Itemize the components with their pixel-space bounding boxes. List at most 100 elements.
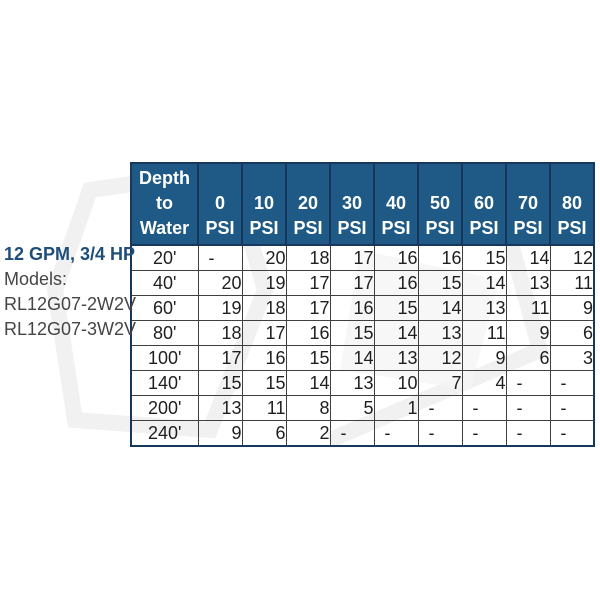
- psi-value-cell: 10: [373, 370, 419, 396]
- psi-value-cell: 9: [549, 295, 595, 321]
- psi-value-cell: 9: [197, 420, 243, 447]
- psi-value-cell: -: [505, 395, 551, 421]
- psi-value-label: 10: [253, 193, 275, 213]
- psi-value-label: 70: [517, 193, 539, 213]
- psi-column-header-30: 30 PSI: [329, 162, 375, 246]
- table-row: 100' 17 16 15 14 13 12 9 6 3: [130, 345, 595, 371]
- table-row: 60' 19 18 17 16 15 14 13 11 9: [130, 295, 595, 321]
- psi-column-header-70: 70 PSI: [505, 162, 551, 246]
- psi-value-cell: 9: [505, 320, 551, 346]
- psi-value-cell: 16: [373, 244, 419, 271]
- table-row: 140' 15 15 14 13 10 7 4- -: [130, 370, 595, 396]
- pump-spec-title: 12 GPM, 3/4 HP: [4, 244, 136, 264]
- psi-value-label: 30: [341, 193, 363, 213]
- psi-value-cell: 17: [197, 345, 243, 371]
- psi-column-header-80: 80 PSI: [549, 162, 595, 246]
- psi-value-cell: 13: [197, 395, 243, 421]
- model-number-1: RL12G07-2W2V: [4, 294, 137, 314]
- psi-value-cell: -: [505, 420, 551, 447]
- psi-value-cell: 11: [461, 320, 507, 346]
- psi-value-label: 60: [473, 193, 495, 213]
- psi-value-cell: 16: [241, 345, 287, 371]
- psi-value-cell: 16: [373, 270, 419, 296]
- depth-cell: 20': [130, 244, 199, 271]
- psi-value-cell: 18: [197, 320, 243, 346]
- psi-value-cell: 18: [241, 295, 287, 321]
- psi-value-cell: 13: [329, 370, 375, 396]
- depth-to-water-label: Depth to Water: [139, 168, 190, 238]
- depth-cell: 240': [130, 420, 199, 447]
- psi-value-cell: 13: [373, 345, 419, 371]
- depth-to-water-header: Depth to Water: [130, 162, 199, 246]
- psi-value-cell: 17: [329, 270, 375, 296]
- psi-column-header-20: 20 PSI: [285, 162, 331, 246]
- psi-unit-label: PSI: [469, 218, 499, 238]
- psi-value-label: 0: [214, 193, 225, 213]
- psi-value-cell: 14: [373, 320, 419, 346]
- psi-unit-label: PSI: [557, 218, 587, 238]
- table-row: 40' 20 19 17 17 16 15 14 13 11: [130, 270, 595, 296]
- psi-value-cell: -: [417, 420, 463, 447]
- left-panel: 12 GPM, 3/4 HP Models: RL12G07-2W2V RL12…: [4, 242, 136, 342]
- depth-cell: 140': [130, 370, 199, 396]
- pump-performance-table: Depth to Water 0 PSI 10 PSI 20 PSI 30 PSI 40 PSI 5…: [130, 162, 595, 447]
- depth-cell: 200': [130, 395, 199, 421]
- psi-value-cell: -: [417, 395, 463, 421]
- psi-value-cell: -: [197, 244, 243, 271]
- psi-value-cell: 4: [461, 370, 507, 396]
- psi-value-cell: 16: [329, 295, 375, 321]
- psi-value-label: 50: [429, 193, 451, 213]
- psi-value-cell: 17: [241, 320, 287, 346]
- psi-value-cell: 15: [461, 244, 507, 271]
- psi-value-cell: 14: [285, 370, 331, 396]
- psi-unit-label: PSI: [337, 218, 367, 238]
- psi-value-cell: -: [461, 420, 507, 447]
- psi-value-cell: 17: [329, 244, 375, 271]
- header-row: Depth to Water 0 PSI 10 PSI 20 PSI 30 PSI 40 PSI 5…: [130, 162, 595, 246]
- psi-value-cell: 15: [241, 370, 287, 396]
- psi-value-cell: 2: [285, 420, 331, 447]
- psi-value-cell: 1: [373, 395, 419, 421]
- psi-value-cell: 12: [549, 244, 595, 271]
- table-body: 20' -20 18 17 16 16 15 14 12 40' 20 19 17 17 16 15 14 13 1…: [130, 244, 595, 447]
- psi-value-cell: 12: [417, 345, 463, 371]
- psi-value-cell: 20: [197, 270, 243, 296]
- psi-value-cell: 8: [285, 395, 331, 421]
- psi-value-label: 20: [297, 193, 319, 213]
- psi-unit-label: PSI: [293, 218, 323, 238]
- psi-value-cell: 15: [373, 295, 419, 321]
- psi-value-cell: 17: [285, 270, 331, 296]
- psi-value-cell: 15: [197, 370, 243, 396]
- depth-cell: 60': [130, 295, 199, 321]
- psi-unit-label: PSI: [513, 218, 543, 238]
- psi-value-cell: 14: [417, 295, 463, 321]
- models-label: Models:: [4, 269, 68, 289]
- psi-value-cell: -: [549, 370, 595, 396]
- table-row: 200' 13 11 8 5 1- - - -: [130, 395, 595, 421]
- psi-column-header-0: 0 PSI: [197, 162, 243, 246]
- psi-value-cell: 15: [285, 345, 331, 371]
- psi-value-cell: 11: [549, 270, 595, 296]
- psi-column-header-10: 10 PSI: [241, 162, 287, 246]
- psi-value-cell: 5: [329, 395, 375, 421]
- psi-value-cell: -: [461, 395, 507, 421]
- psi-value-cell: 16: [417, 244, 463, 271]
- table-row: 20' -20 18 17 16 16 15 14 12: [130, 244, 595, 271]
- psi-value-cell: 19: [241, 270, 287, 296]
- psi-value-label: 80: [561, 193, 583, 213]
- psi-value-cell: 13: [417, 320, 463, 346]
- psi-value-cell: 15: [329, 320, 375, 346]
- depth-cell: 80': [130, 320, 199, 346]
- psi-value-cell: 13: [461, 295, 507, 321]
- psi-value-cell: -: [549, 420, 595, 447]
- psi-value-cell: 18: [285, 244, 331, 271]
- psi-value-cell: 9: [461, 345, 507, 371]
- psi-unit-label: PSI: [425, 218, 455, 238]
- psi-unit-label: PSI: [249, 218, 279, 238]
- psi-unit-label: PSI: [205, 218, 235, 238]
- model-number-2: RL12G07-3W2V: [4, 319, 137, 339]
- psi-value-cell: 14: [505, 244, 551, 271]
- psi-value-cell: 7: [417, 370, 463, 396]
- psi-value-cell: 16: [285, 320, 331, 346]
